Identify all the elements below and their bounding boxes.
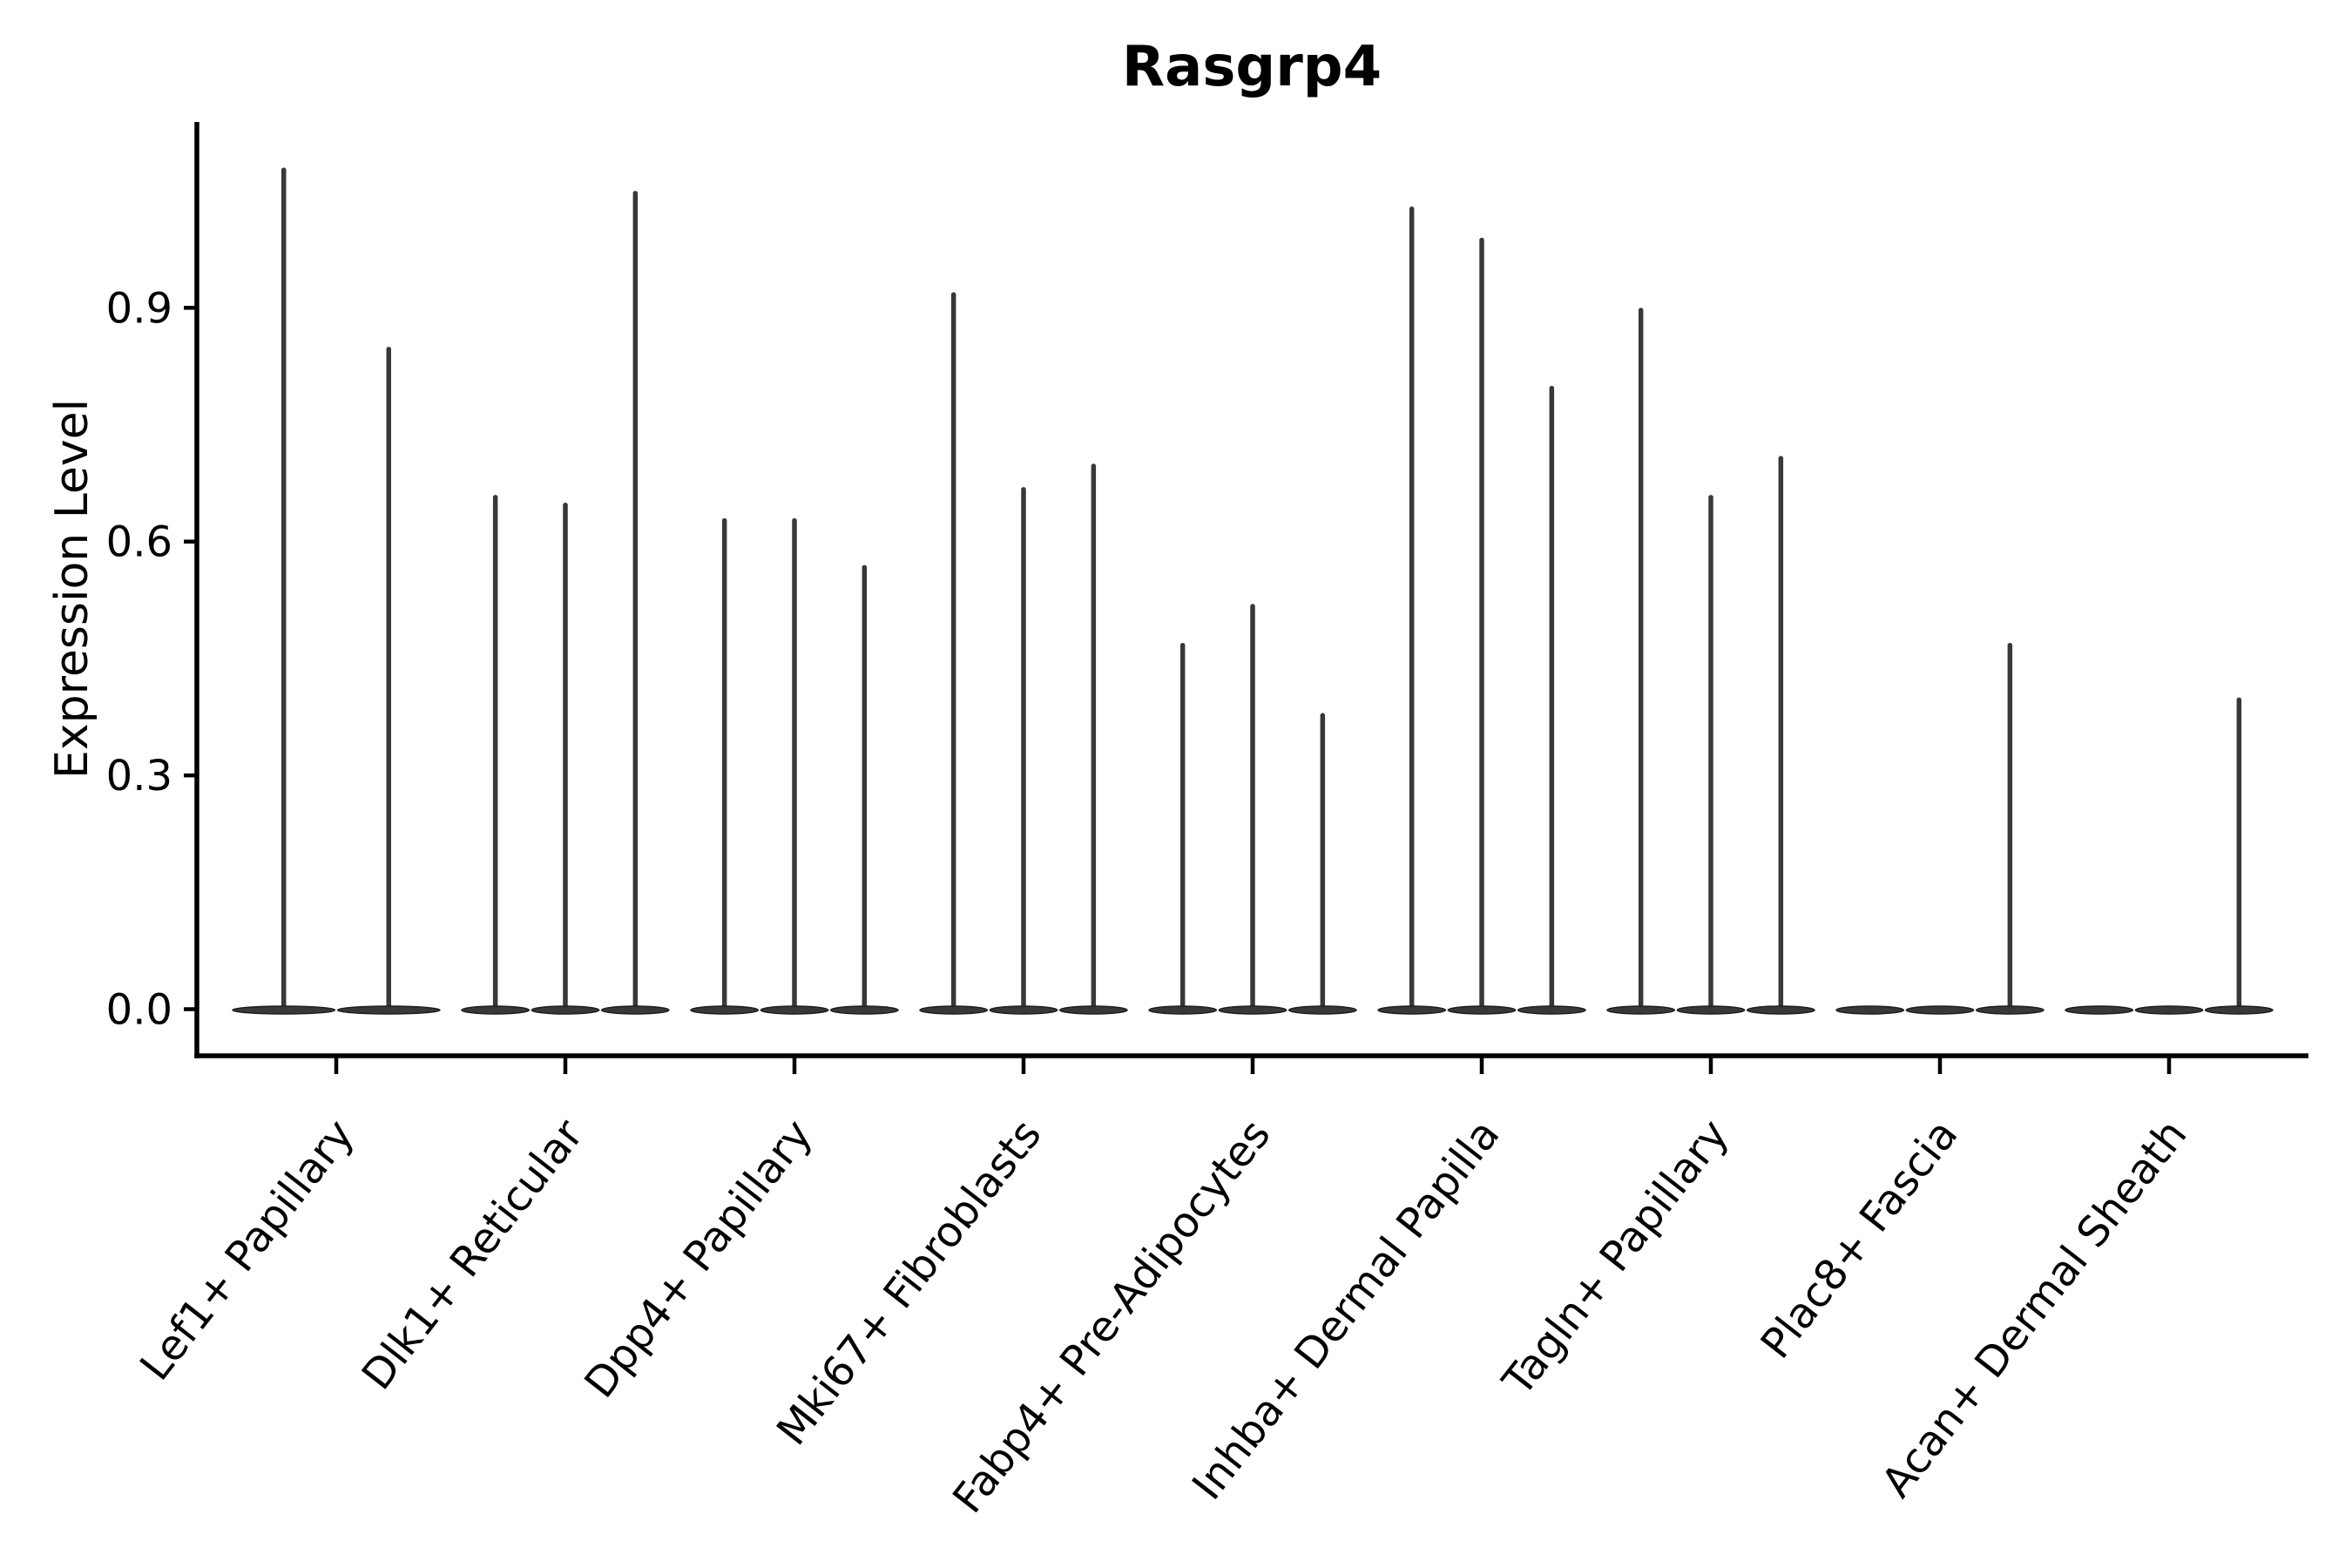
violin-spike <box>1250 604 1255 1010</box>
violin-spike <box>1320 713 1326 1010</box>
x-tick-label: Dlk1+ Reticular <box>353 1111 593 1399</box>
violin-spike <box>1708 495 1713 1010</box>
violin-body <box>1975 1005 2044 1015</box>
violin-spike <box>386 347 391 1010</box>
violin-body <box>1835 1005 1905 1015</box>
violin-body <box>1746 1005 1815 1015</box>
violin-body <box>1517 1005 1586 1015</box>
y-axis-ticks: 0.0 0.3 0.6 0.9 <box>106 284 197 1035</box>
violin-body <box>1377 1005 1447 1015</box>
violin-spike <box>2236 697 2242 1010</box>
violin-spike <box>1021 487 1026 1010</box>
violin-body <box>1288 1005 1357 1015</box>
y-axis-label: Expression Level <box>46 399 98 779</box>
violin-spike <box>862 564 868 1010</box>
violin-spike <box>950 292 956 1010</box>
violin-spike <box>632 191 639 1010</box>
violin-body <box>461 1005 531 1015</box>
x-tick-label: Lef1+ Papillary <box>131 1111 363 1389</box>
violin-spike <box>492 495 498 1010</box>
violin-spike <box>2007 643 2013 1010</box>
violin-body <box>600 1005 670 1015</box>
violin-body <box>1676 1005 1746 1015</box>
y-tick-label: 0.3 <box>106 752 172 801</box>
violin-body <box>1606 1005 1676 1015</box>
violin-spike <box>1549 385 1555 1010</box>
violin-spike <box>721 517 727 1010</box>
plot-title: Rasgrp4 <box>1122 35 1382 99</box>
violin-body <box>1218 1005 1288 1015</box>
violin-spike <box>1638 308 1644 1010</box>
x-tick-label: Tagln+ Papillary <box>1493 1111 1739 1405</box>
violin-spike <box>792 517 797 1010</box>
violin-body <box>760 1005 829 1015</box>
violin-body <box>1905 1005 1975 1015</box>
y-tick-label: 0.6 <box>106 518 172 567</box>
violin-body <box>232 1005 336 1015</box>
violin-body <box>336 1005 441 1015</box>
violin-body <box>989 1005 1058 1015</box>
violin-body <box>2065 1005 2134 1015</box>
violin-body <box>829 1005 899 1015</box>
y-tick-label: 0.0 <box>106 986 172 1035</box>
violin-spike <box>1179 643 1186 1010</box>
x-tick-label: Mki67+ Fibroblasts <box>767 1111 1051 1455</box>
violin-body <box>690 1005 760 1015</box>
violin-body <box>2134 1005 2204 1015</box>
violin-spike <box>563 503 568 1010</box>
violins <box>232 167 2274 1015</box>
x-tick-label: Dpp4+ Papillary <box>575 1111 821 1407</box>
x-tick-label: Plac8+ Fascia <box>1752 1111 1968 1368</box>
violin-body <box>1058 1005 1128 1015</box>
violin-spike <box>1409 206 1415 1010</box>
violin-body <box>2204 1005 2274 1015</box>
violin-body <box>919 1005 989 1015</box>
violin-spike <box>1091 463 1097 1010</box>
violin-spike <box>281 167 287 1010</box>
y-tick-label: 0.9 <box>106 284 172 333</box>
violin-body <box>1447 1005 1517 1015</box>
violin-body <box>1148 1005 1218 1015</box>
violin-spike <box>1479 237 1484 1010</box>
violin-body <box>531 1005 600 1015</box>
violin-spike <box>1778 456 1784 1010</box>
